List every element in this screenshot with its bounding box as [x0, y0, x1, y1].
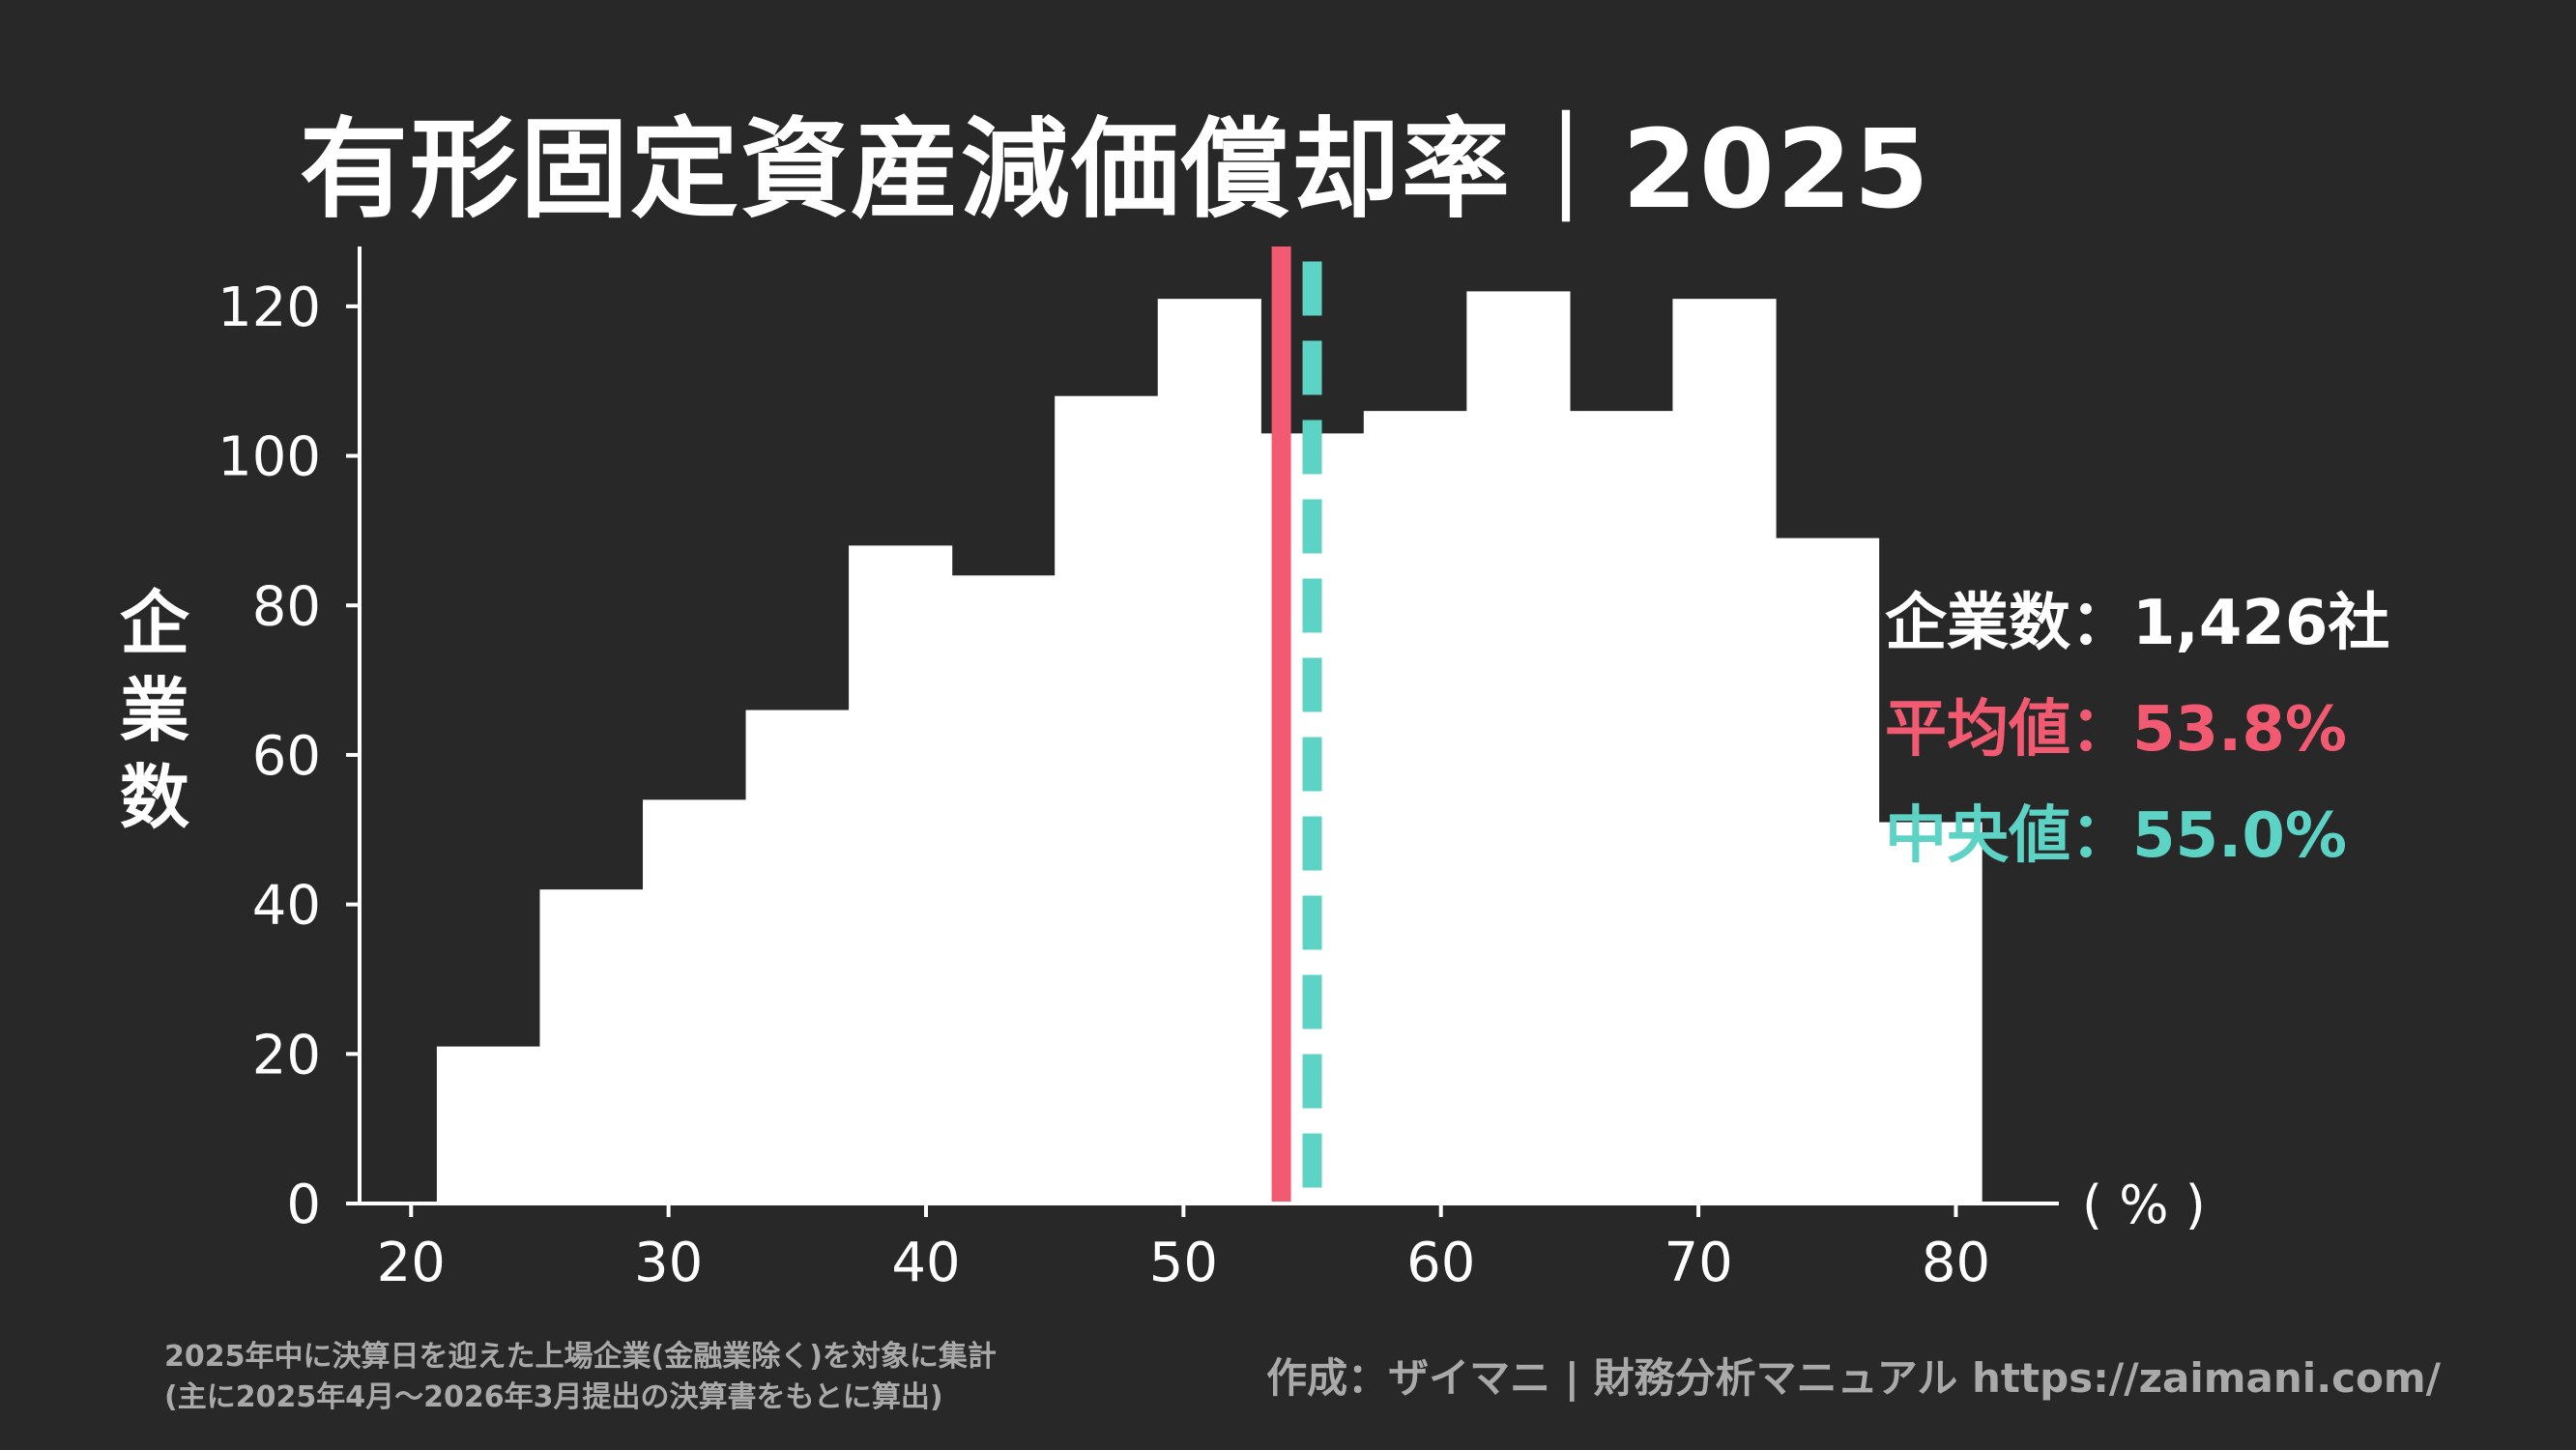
- x-unit-label: ( % ): [2082, 1174, 2206, 1235]
- y-tick-label: 60: [252, 725, 321, 788]
- x-tick-label: 30: [634, 1232, 703, 1294]
- histogram-bar: [1055, 395, 1159, 1204]
- count-stat: 企業数：1,426社: [1885, 570, 2389, 677]
- footnote: 2025年中に決算日を迎えた上場企業(金融業除く)を対象に集計 (主に2025年…: [164, 1337, 997, 1418]
- tick-labels: 0 20 40 60 80 100 120 20 30 40 50 60 70 80: [217, 276, 1990, 1294]
- x-tick-label: 40: [891, 1232, 960, 1294]
- reference-lines: [1271, 246, 1322, 1204]
- histogram-bar: [1776, 537, 1880, 1204]
- histogram-bar: [1466, 291, 1571, 1204]
- histogram-bar: [745, 710, 850, 1204]
- histogram-bar: [643, 799, 747, 1204]
- median-stat: 中央値：55.0%: [1885, 783, 2389, 889]
- y-tick-label: 80: [252, 575, 321, 638]
- count-value: ：1,426社: [2070, 588, 2390, 659]
- mean-stat: 平均値：53.8%: [1885, 677, 2389, 783]
- x-tick-label: 50: [1149, 1232, 1218, 1294]
- stats-panel: 企業数：1,426社 平均値：53.8% 中央値：55.0%: [1885, 570, 2389, 889]
- y-axis-label: 企業数: [106, 580, 203, 841]
- x-tick-label: 20: [377, 1232, 446, 1294]
- page-title: 有形固定資産減価償却率｜2025: [300, 107, 1931, 233]
- y-tick-label: 120: [217, 276, 321, 339]
- y-tick-label: 40: [252, 875, 321, 938]
- count-label: 企業数: [1885, 588, 2070, 659]
- chart-axes: [346, 246, 2059, 1217]
- y-tick-label: 20: [252, 1024, 321, 1087]
- histogram-bars: [436, 291, 1983, 1204]
- x-tick-label: 60: [1406, 1232, 1475, 1294]
- histogram-bar: [951, 575, 1056, 1204]
- footnote-line-2: (主に2025年4月～2026年3月提出の決算書をもとに算出): [164, 1380, 943, 1414]
- histogram-bar: [539, 889, 644, 1204]
- histogram-bar: [1878, 822, 1983, 1204]
- y-axis-label-char: 業: [119, 670, 189, 751]
- median-label: 中央値: [1885, 800, 2070, 872]
- histogram-bar: [1569, 411, 1674, 1204]
- y-axis-label-char: 数: [119, 757, 189, 838]
- mean-label: 平均値: [1885, 694, 2070, 766]
- histogram-bar: [849, 545, 953, 1204]
- histogram-bar: [436, 1046, 541, 1204]
- footnote-line-1: 2025年中に決算日を迎えた上場企業(金融業除く)を対象に集計: [164, 1340, 997, 1374]
- y-axis-label-char: 企: [119, 583, 189, 664]
- median-value: ：55.0%: [2070, 800, 2348, 872]
- x-tick-label: 70: [1664, 1232, 1732, 1294]
- y-tick-label: 100: [217, 426, 321, 489]
- y-tick-label: 0: [286, 1174, 321, 1236]
- histogram-bar: [1363, 411, 1467, 1204]
- mean-value: ：53.8%: [2070, 694, 2348, 766]
- x-tick-label: 80: [1922, 1232, 1990, 1294]
- histogram-bar: [1157, 299, 1261, 1204]
- credit-text: 作成：ザイマニ | 財務分析マニュアル https://zaimani.com/: [1266, 1354, 2441, 1402]
- histogram-bar: [1672, 299, 1777, 1204]
